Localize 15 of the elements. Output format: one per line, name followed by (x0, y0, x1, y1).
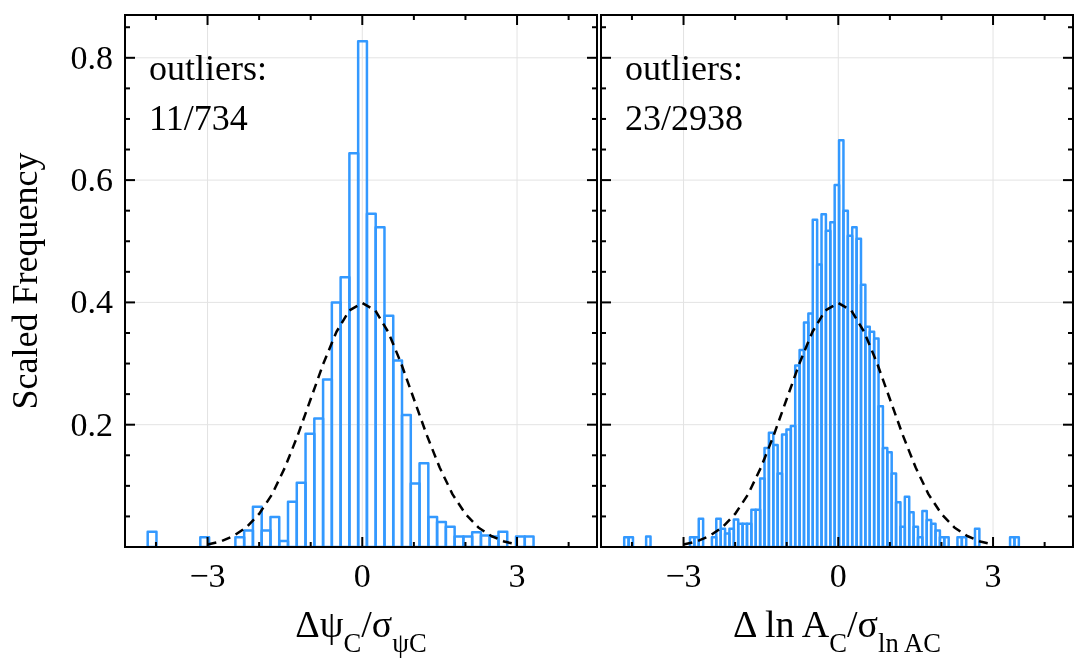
x-tick-label: 0 (353, 557, 371, 594)
annotation: outliers: 23/2938 (625, 48, 744, 138)
x-tick-label: 3 (984, 557, 1002, 594)
x-tick-label: −3 (665, 557, 702, 594)
x-tick-label: 0 (829, 557, 847, 594)
annotation: outliers: 11/734 (149, 48, 267, 138)
y-tick-label: 0.6 (70, 161, 113, 199)
x-tick-label: −3 (189, 557, 226, 594)
y-axis-title: Scaled Frequency (5, 152, 45, 410)
y-tick-label: 0.2 (70, 405, 113, 443)
x-tick-label: 3 (508, 557, 526, 594)
x-axis-title: Δ ln A$_{C}$/σ$_{ln AC}$ (733, 603, 941, 658)
y-tick-label: 0.8 (70, 38, 113, 76)
x-axis-title: Δψ$_{C}$/σ$_{ψC}$ (295, 603, 427, 658)
y-tick-label: 0.4 (70, 283, 113, 321)
